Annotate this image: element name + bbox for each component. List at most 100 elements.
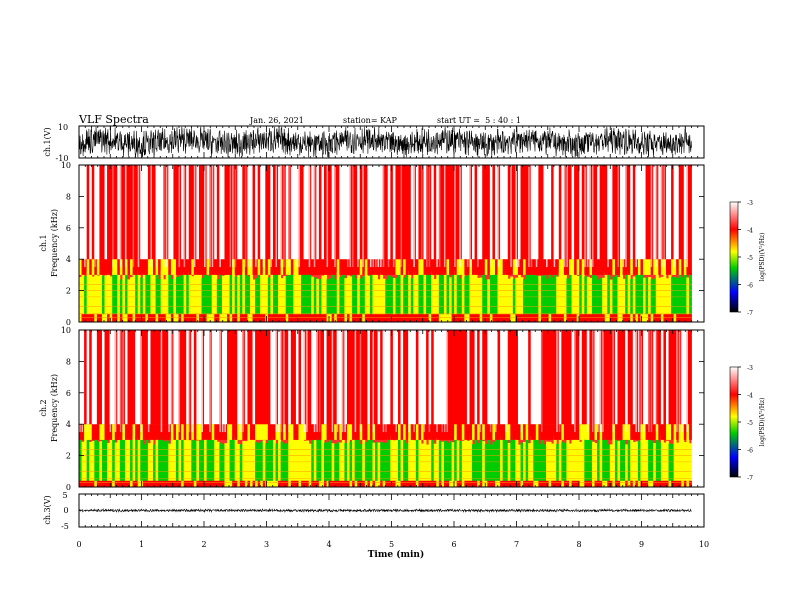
spectrogram-cell <box>648 424 652 440</box>
spectrogram-cell <box>109 424 113 440</box>
spectrogram-cell <box>548 424 552 440</box>
spectrogram-cell <box>344 480 348 487</box>
spectrogram-streak <box>650 165 653 268</box>
spectrogram-cell <box>681 259 685 275</box>
spectrogram-cell <box>487 330 491 425</box>
spectrogram-cell <box>283 165 287 260</box>
spectrogram-cell <box>443 440 447 481</box>
spectrogram-cell <box>566 314 570 322</box>
spectrogram-cell <box>262 314 266 322</box>
spectrogram-cell <box>265 273 269 315</box>
spectrogram-streak <box>280 165 283 268</box>
spectrogram-cell <box>201 277 205 315</box>
spectrogram-cell <box>308 259 312 275</box>
spectrogram-cell <box>119 314 123 322</box>
spectrogram-cell <box>219 480 223 487</box>
spectrogram-cell <box>290 273 294 315</box>
spectrogram-cell <box>492 330 496 425</box>
spectrogram-streak <box>316 330 318 433</box>
spectrogram-cell <box>257 314 261 322</box>
spectrogram-cell <box>431 480 435 487</box>
spectrogram-cell <box>663 259 667 275</box>
spectrogram-cell <box>380 314 384 322</box>
spectrogram-cell <box>563 424 567 440</box>
spectrogram-cell <box>336 480 340 487</box>
spectrogram-cell <box>668 259 672 275</box>
spectrogram-cell <box>79 259 82 275</box>
spectrogram-cell <box>84 438 88 481</box>
spectrogram-streak <box>574 330 576 433</box>
spectrogram-cell <box>216 259 220 275</box>
spectrogram-cell <box>640 165 644 260</box>
spectrogram-cell <box>540 259 544 275</box>
spectrogram-cell <box>362 276 366 315</box>
spectrogram-streak <box>505 330 507 433</box>
spectrogram-streak <box>232 165 234 268</box>
spectrogram-cell <box>265 259 269 275</box>
spectrogram-cell <box>441 441 445 481</box>
spectrogram-streak <box>96 165 99 268</box>
spectrogram-cell <box>403 480 407 487</box>
spectrogram-cell <box>479 439 483 481</box>
spectrogram-streak <box>563 165 566 268</box>
spectrogram-cell <box>206 259 210 275</box>
spectrogram-cell <box>114 273 118 315</box>
spectrogram-cell <box>579 165 583 260</box>
spectrogram-cell <box>431 330 435 425</box>
spectrogram-streak <box>298 165 301 268</box>
spectrogram-cell <box>336 165 340 260</box>
spectrogram-cell <box>497 272 501 315</box>
spectrogram-cell <box>556 276 560 315</box>
spectrogram-streak <box>530 165 533 268</box>
spectrogram-cell <box>186 440 190 481</box>
spectrogram-cell <box>576 165 580 260</box>
spectrogram-cell <box>482 441 486 481</box>
spectrogram-cell <box>602 277 606 315</box>
spectrogram-cell <box>344 165 348 260</box>
spectrogram-cell <box>553 424 557 440</box>
spectrogram-cell <box>492 165 496 260</box>
spectrogram-cell <box>165 480 169 487</box>
spectrogram-cell <box>668 314 672 322</box>
spectrogram-cell <box>438 273 442 315</box>
spectrogram-cell <box>574 259 578 275</box>
ch1-waveform-trace <box>78 126 692 158</box>
ch1-waveform-ticks <box>78 126 705 158</box>
spectrogram-cell <box>525 330 529 425</box>
spectrogram-cell <box>551 259 555 275</box>
spectrogram-cell <box>130 480 133 487</box>
spectrogram-cell <box>380 442 384 481</box>
spectrogram-cell <box>229 330 233 425</box>
spectrogram-cell <box>576 314 580 322</box>
spectrogram-cell <box>456 259 460 275</box>
spectrogram-cell <box>334 424 338 440</box>
spectrogram-cell <box>443 330 447 425</box>
spectrogram-cell <box>482 330 486 425</box>
spectrogram-cell <box>283 259 287 275</box>
spectrogram-cell <box>267 259 271 275</box>
spectrogram-cell <box>107 273 111 315</box>
time-tick-label: 9 <box>639 540 644 549</box>
spectrogram-cell <box>352 314 356 322</box>
spectrogram-cell <box>242 330 246 425</box>
spectrogram-cell <box>472 330 475 425</box>
spectrogram-cell <box>237 275 241 315</box>
spectrogram-cell <box>571 480 575 487</box>
spectrogram-cell <box>114 314 118 322</box>
spectrogram-cell <box>390 165 394 260</box>
spectrogram-cell <box>341 270 345 315</box>
spectrogram-cell <box>420 165 424 260</box>
spectrogram-cell <box>617 259 621 275</box>
spectrogram-streak <box>349 165 352 268</box>
spectrogram-cell <box>443 424 447 440</box>
spectrogram-cell <box>597 314 601 322</box>
spectrogram-cell <box>630 165 634 260</box>
spectrogram-cell <box>604 438 608 481</box>
spectrogram-cell <box>186 165 190 260</box>
spectrogram-cell <box>86 314 90 322</box>
spectrogram-cell <box>622 424 626 440</box>
spectrogram-cell <box>395 277 399 315</box>
spectrogram-cell <box>489 424 493 440</box>
spectrogram-cell <box>153 165 156 260</box>
spectrogram-cell <box>377 259 381 275</box>
